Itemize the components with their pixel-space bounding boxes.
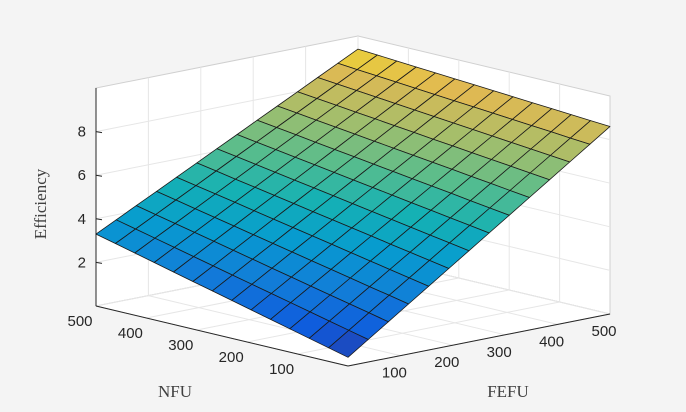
z-tick-label: 4	[78, 211, 86, 228]
x-tick-label: 300	[487, 344, 512, 361]
y-axis-line	[95, 305, 349, 367]
z-tick-label: 6	[78, 167, 86, 184]
x-tick-label: 500	[591, 323, 616, 340]
surface-patch	[328, 329, 369, 358]
z-axis-ticks: 2 4 6 8	[78, 124, 86, 272]
z-tick-label: 2	[78, 254, 86, 271]
y-tick-label: 200	[219, 349, 244, 366]
z-tick-mark	[95, 261, 103, 264]
x-tick-label: 100	[382, 365, 407, 382]
x-axis-line	[347, 313, 611, 367]
z-tick-mark	[95, 218, 103, 221]
x-axis-label: FEFU	[487, 382, 529, 401]
y-axis-ticks: 100 200 300 400 500	[67, 313, 294, 378]
y-tick-label: 500	[67, 313, 92, 330]
surface-plot	[95, 48, 611, 358]
z-tick-mark	[95, 131, 103, 134]
z-tick-mark	[95, 174, 103, 177]
x-tick-label: 200	[434, 354, 459, 371]
z-axis-label: Efficiency	[31, 168, 50, 239]
x-tick-label: 400	[539, 333, 564, 350]
y-tick-label: 100	[269, 361, 294, 378]
y-axis-label: NFU	[158, 382, 192, 401]
z-tick-label: 8	[78, 124, 86, 141]
y-tick-label: 400	[118, 325, 143, 342]
x-axis-ticks: 100 200 300 400 500	[382, 323, 617, 382]
y-tick-label: 300	[168, 337, 193, 354]
